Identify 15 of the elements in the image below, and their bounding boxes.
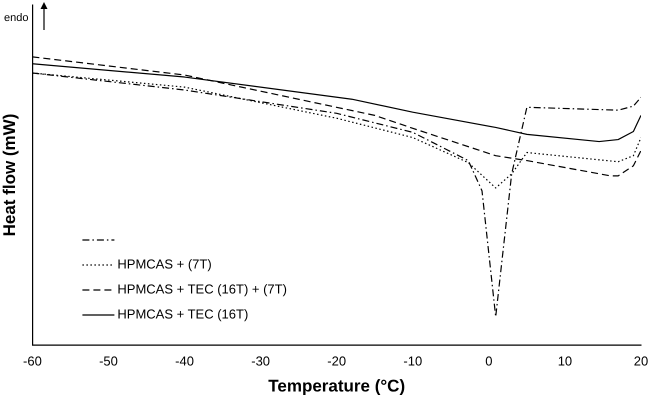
legend-label: HPMCAS + TEC (16T) + (7T) <box>117 282 287 297</box>
x-tick-label: 10 <box>558 353 572 368</box>
legend-label: HPMCAS + (7T) <box>117 256 212 272</box>
y-axis-title: Heat flow (mW) <box>0 114 19 236</box>
x-tick-label: 20 <box>634 353 648 368</box>
text: endo <box>4 12 28 24</box>
x-tick-label: -30 <box>251 353 270 368</box>
x-tick-label: -10 <box>403 353 422 368</box>
x-tick-label: -40 <box>175 353 194 368</box>
x-tick-label: -60 <box>23 353 42 368</box>
legend-label: HPMCAS + TEC (16T) <box>117 306 248 322</box>
x-tick-label: 0 <box>485 353 492 368</box>
x-axis-title: Temperature (°C) <box>268 376 406 396</box>
x-tick-label: -20 <box>327 353 346 368</box>
x-tick-label: -50 <box>99 353 118 368</box>
